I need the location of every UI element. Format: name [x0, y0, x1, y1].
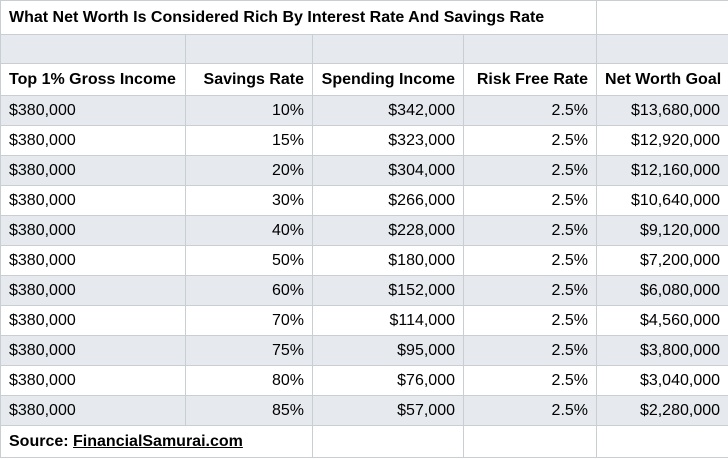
- footer-empty-cell: [596, 425, 728, 458]
- table-title: What Net Worth Is Considered Rich By Int…: [0, 0, 598, 35]
- net-worth-goal-cell: $12,920,000: [596, 125, 728, 156]
- table-row: $380,000 50% $180,000 2.5% $7,200,000: [0, 245, 728, 276]
- gross-income-cell: $380,000: [0, 335, 186, 366]
- spending-income-cell: $57,000: [312, 395, 464, 426]
- column-header-spending-income: Spending Income: [312, 63, 464, 96]
- gross-income-cell: $380,000: [0, 365, 186, 396]
- net-worth-goal-cell: $3,040,000: [596, 365, 728, 396]
- savings-rate-cell: 60%: [185, 275, 313, 306]
- risk-free-rate-cell: 2.5%: [462, 365, 598, 396]
- table-row: $380,000 75% $95,000 2.5% $3,800,000: [0, 335, 728, 366]
- spending-income-cell: $95,000: [312, 335, 464, 366]
- spending-income-cell: $76,000: [312, 365, 464, 396]
- table-row: $380,000 40% $228,000 2.5% $9,120,000: [0, 215, 728, 246]
- gross-income-cell: $380,000: [0, 305, 186, 336]
- net-worth-goal-cell: $10,640,000: [596, 185, 728, 216]
- footer-empty-cell: [462, 425, 598, 458]
- table-row: $380,000 85% $57,000 2.5% $2,280,000: [0, 395, 728, 426]
- risk-free-rate-cell: 2.5%: [462, 245, 598, 276]
- source-label: Source:: [9, 432, 69, 450]
- blank-cell: [0, 34, 186, 64]
- savings-rate-cell: 80%: [185, 365, 313, 396]
- blank-row: [0, 34, 728, 64]
- spending-income-cell: $114,000: [312, 305, 464, 336]
- gross-income-cell: $380,000: [0, 215, 186, 246]
- title-row: What Net Worth Is Considered Rich By Int…: [0, 0, 728, 35]
- spending-income-cell: $266,000: [312, 185, 464, 216]
- blank-cell: [462, 34, 598, 64]
- net-worth-goal-cell: $9,120,000: [596, 215, 728, 246]
- gross-income-cell: $380,000: [0, 245, 186, 276]
- savings-rate-cell: 50%: [185, 245, 313, 276]
- net-worth-goal-cell: $7,200,000: [596, 245, 728, 276]
- gross-income-cell: $380,000: [0, 155, 186, 186]
- savings-rate-cell: 20%: [185, 155, 313, 186]
- gross-income-cell: $380,000: [0, 125, 186, 156]
- gross-income-cell: $380,000: [0, 275, 186, 306]
- table-row: $380,000 30% $266,000 2.5% $10,640,000: [0, 185, 728, 216]
- gross-income-cell: $380,000: [0, 95, 186, 126]
- risk-free-rate-cell: 2.5%: [462, 305, 598, 336]
- spending-income-cell: $304,000: [312, 155, 464, 186]
- risk-free-rate-cell: 2.5%: [462, 275, 598, 306]
- table-row: $380,000 70% $114,000 2.5% $4,560,000: [0, 305, 728, 336]
- net-worth-goal-cell: $13,680,000: [596, 95, 728, 126]
- table-row: $380,000 10% $342,000 2.5% $13,680,000: [0, 95, 728, 126]
- spending-income-cell: $323,000: [312, 125, 464, 156]
- title-empty-cell: [596, 0, 728, 35]
- gross-income-cell: $380,000: [0, 395, 186, 426]
- net-worth-goal-cell: $12,160,000: [596, 155, 728, 186]
- blank-cell: [185, 34, 313, 64]
- net-worth-goal-cell: $3,800,000: [596, 335, 728, 366]
- source-cell: Source: FinancialSamurai.com: [0, 425, 313, 458]
- spending-income-cell: $152,000: [312, 275, 464, 306]
- header-row: Top 1% Gross Income Savings Rate Spendin…: [0, 63, 728, 96]
- footer-empty-cell: [312, 425, 464, 458]
- savings-rate-cell: 70%: [185, 305, 313, 336]
- risk-free-rate-cell: 2.5%: [462, 95, 598, 126]
- column-header-risk-free-rate: Risk Free Rate: [462, 63, 598, 96]
- source-row: Source: FinancialSamurai.com: [0, 425, 728, 458]
- savings-rate-cell: 30%: [185, 185, 313, 216]
- savings-rate-cell: 85%: [185, 395, 313, 426]
- spending-income-cell: $342,000: [312, 95, 464, 126]
- column-header-savings-rate: Savings Rate: [185, 63, 313, 96]
- column-header-gross-income: Top 1% Gross Income: [0, 63, 186, 96]
- savings-rate-cell: 40%: [185, 215, 313, 246]
- risk-free-rate-cell: 2.5%: [462, 215, 598, 246]
- risk-free-rate-cell: 2.5%: [462, 185, 598, 216]
- savings-rate-cell: 15%: [185, 125, 313, 156]
- savings-rate-cell: 75%: [185, 335, 313, 366]
- savings-rate-cell: 10%: [185, 95, 313, 126]
- risk-free-rate-cell: 2.5%: [462, 395, 598, 426]
- table-row: $380,000 80% $76,000 2.5% $3,040,000: [0, 365, 728, 396]
- risk-free-rate-cell: 2.5%: [462, 335, 598, 366]
- blank-cell: [312, 34, 464, 64]
- column-header-net-worth-goal: Net Worth Goal: [596, 63, 728, 96]
- table-row: $380,000 20% $304,000 2.5% $12,160,000: [0, 155, 728, 186]
- net-worth-goal-cell: $2,280,000: [596, 395, 728, 426]
- spending-income-cell: $180,000: [312, 245, 464, 276]
- gross-income-cell: $380,000: [0, 185, 186, 216]
- spending-income-cell: $228,000: [312, 215, 464, 246]
- net-worth-goal-cell: $4,560,000: [596, 305, 728, 336]
- net-worth-goal-cell: $6,080,000: [596, 275, 728, 306]
- table-row: $380,000 15% $323,000 2.5% $12,920,000: [0, 125, 728, 156]
- blank-cell: [596, 34, 728, 64]
- risk-free-rate-cell: 2.5%: [462, 125, 598, 156]
- table-row: $380,000 60% $152,000 2.5% $6,080,000: [0, 275, 728, 306]
- source-link[interactable]: FinancialSamurai.com: [73, 432, 243, 450]
- risk-free-rate-cell: 2.5%: [462, 155, 598, 186]
